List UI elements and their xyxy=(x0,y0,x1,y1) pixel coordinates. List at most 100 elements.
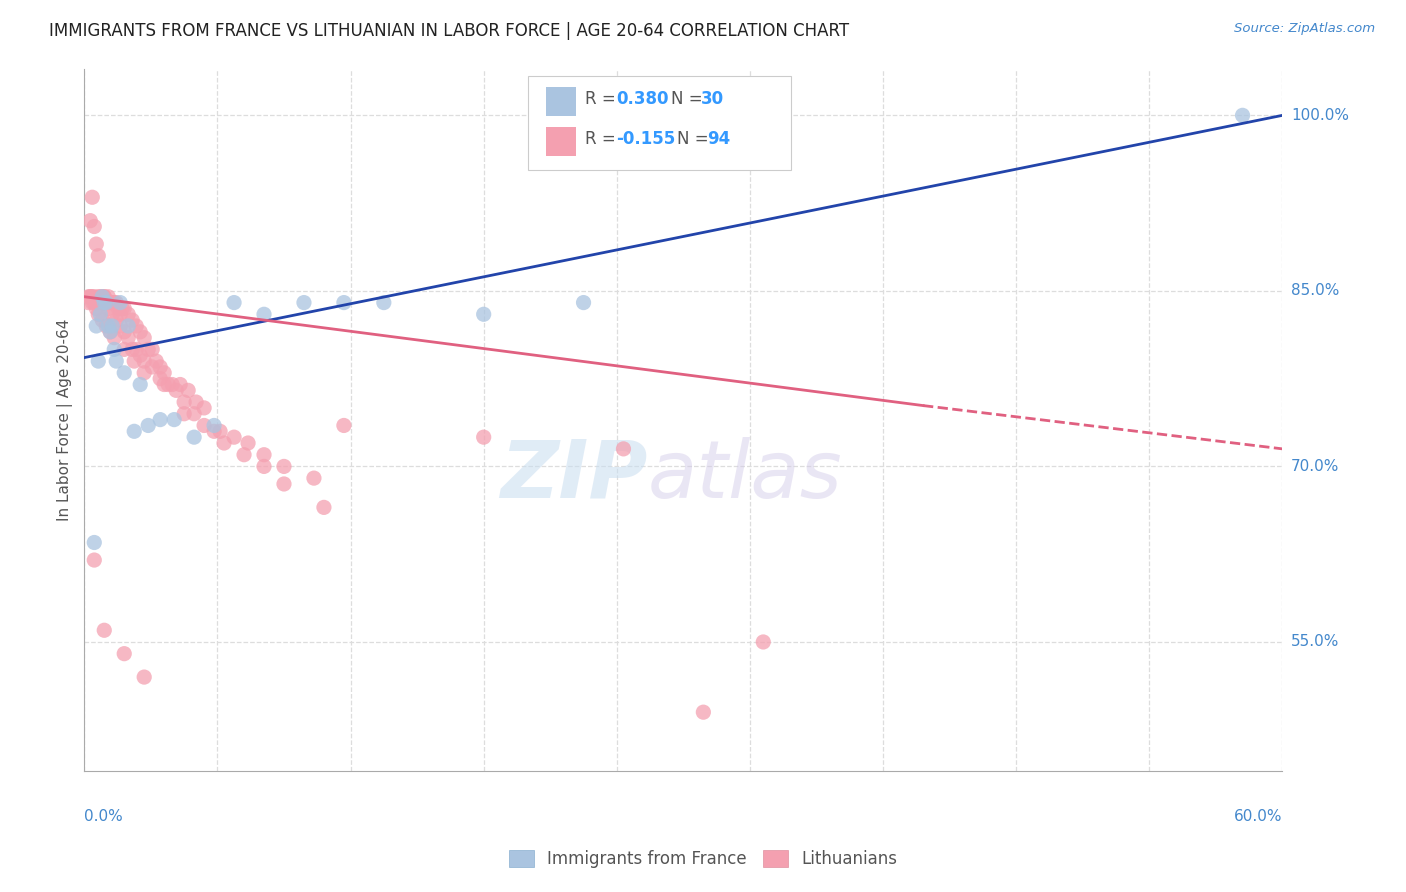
Point xyxy=(145,354,167,368)
Point xyxy=(1232,108,1254,122)
Point xyxy=(87,307,110,321)
Point xyxy=(93,290,115,304)
Point xyxy=(121,343,143,357)
Point xyxy=(572,295,595,310)
Point xyxy=(273,477,295,491)
Point xyxy=(253,459,276,474)
Point xyxy=(111,301,134,316)
Point xyxy=(183,430,205,444)
Text: 100.0%: 100.0% xyxy=(1291,108,1348,123)
Point xyxy=(87,354,110,368)
Point xyxy=(91,290,114,304)
Point xyxy=(117,331,139,345)
Point xyxy=(112,301,135,316)
Point xyxy=(98,295,121,310)
Text: 0.0%: 0.0% xyxy=(84,809,124,824)
Text: R =: R = xyxy=(585,129,621,148)
Text: N =: N = xyxy=(672,90,709,108)
Point xyxy=(134,354,156,368)
Point xyxy=(472,430,495,444)
Point xyxy=(173,395,195,409)
Point xyxy=(110,318,132,333)
Text: 60.0%: 60.0% xyxy=(1234,809,1282,824)
Point xyxy=(112,325,135,339)
Point xyxy=(105,313,128,327)
Point xyxy=(84,295,107,310)
Point xyxy=(153,377,176,392)
Point xyxy=(202,425,225,439)
Point xyxy=(117,307,139,321)
Point xyxy=(105,354,128,368)
Point xyxy=(177,384,200,398)
Point xyxy=(752,635,775,649)
Point xyxy=(89,290,111,304)
Point xyxy=(125,318,148,333)
Text: -0.155: -0.155 xyxy=(616,129,675,148)
Point xyxy=(84,318,107,333)
Point xyxy=(129,377,152,392)
Point xyxy=(236,436,259,450)
Point xyxy=(149,412,172,426)
Point xyxy=(149,359,172,374)
Point xyxy=(125,343,148,357)
Text: 0.380: 0.380 xyxy=(616,90,669,108)
Point xyxy=(149,371,172,385)
Point xyxy=(82,295,104,310)
Point xyxy=(193,401,215,415)
Point xyxy=(253,307,276,321)
Text: 70.0%: 70.0% xyxy=(1291,458,1339,474)
FancyBboxPatch shape xyxy=(546,87,575,116)
Point xyxy=(202,418,225,433)
Point xyxy=(193,418,215,433)
FancyBboxPatch shape xyxy=(527,76,792,170)
Point xyxy=(96,295,118,310)
Point xyxy=(160,377,183,392)
Point xyxy=(141,359,163,374)
Point xyxy=(110,295,132,310)
Point xyxy=(136,418,159,433)
Point xyxy=(373,295,395,310)
Point xyxy=(93,295,115,310)
Point xyxy=(84,237,107,252)
Point xyxy=(173,407,195,421)
Point xyxy=(97,318,120,333)
Point xyxy=(233,448,256,462)
Text: atlas: atlas xyxy=(647,437,842,515)
Point xyxy=(77,295,100,310)
Point xyxy=(333,418,356,433)
Point xyxy=(89,307,111,321)
Point xyxy=(117,318,139,333)
Text: Source: ZipAtlas.com: Source: ZipAtlas.com xyxy=(1234,22,1375,36)
Point xyxy=(93,624,115,638)
FancyBboxPatch shape xyxy=(546,127,575,156)
Point xyxy=(157,377,180,392)
Point xyxy=(87,290,110,304)
Point xyxy=(134,366,156,380)
Point xyxy=(91,313,114,327)
Point xyxy=(692,705,714,719)
Point xyxy=(97,301,120,316)
Point xyxy=(472,307,495,321)
Point xyxy=(110,307,132,321)
Text: R =: R = xyxy=(585,90,621,108)
Point xyxy=(103,295,125,310)
Point xyxy=(79,290,101,304)
Point xyxy=(253,448,276,462)
Point xyxy=(222,430,245,444)
Point xyxy=(273,459,295,474)
Legend: Immigrants from France, Lithuanians: Immigrants from France, Lithuanians xyxy=(502,843,904,875)
Point xyxy=(112,366,135,380)
Text: 30: 30 xyxy=(702,90,724,108)
Point xyxy=(169,377,191,392)
Point xyxy=(122,425,145,439)
Text: N =: N = xyxy=(678,129,714,148)
Point xyxy=(112,647,135,661)
Text: ZIP: ZIP xyxy=(501,437,647,515)
Point xyxy=(83,295,105,310)
Point xyxy=(134,331,156,345)
Point xyxy=(222,295,245,310)
Text: 85.0%: 85.0% xyxy=(1291,284,1339,299)
Point xyxy=(209,425,232,439)
Point xyxy=(107,301,129,316)
Point xyxy=(212,436,235,450)
